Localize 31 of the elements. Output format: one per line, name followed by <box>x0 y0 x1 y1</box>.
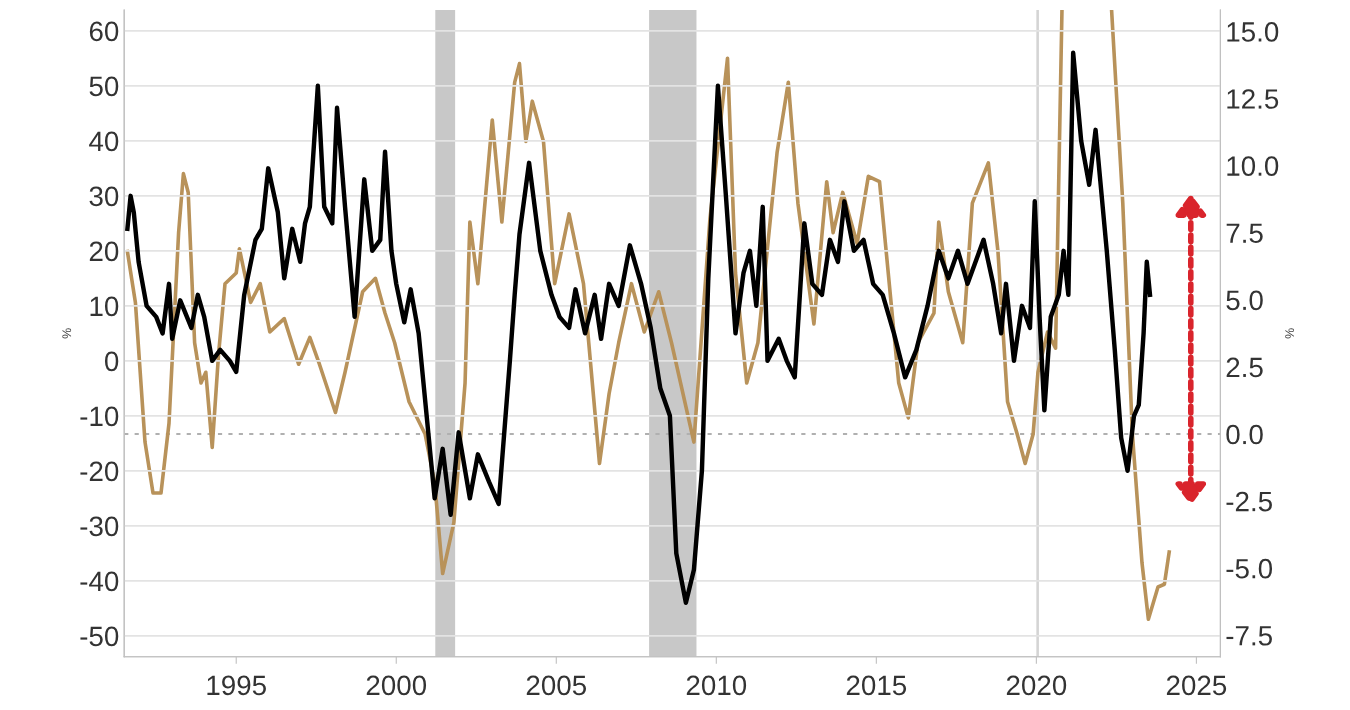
y-tick-label: -40 <box>80 571 119 592</box>
y-tick-label: 30 <box>89 186 119 207</box>
y-tick-label: 50 <box>89 76 119 97</box>
y-tick-label: 10 <box>90 296 119 317</box>
y-tick-label: 0 <box>104 351 119 372</box>
y2-tick-label: 0.0 <box>1226 424 1263 445</box>
x-tick-label: 2010 <box>686 675 747 696</box>
y2-tick-label: -2.5 <box>1226 491 1272 512</box>
y-axis-title: % <box>62 328 72 339</box>
y-tick-label: -30 <box>80 516 119 537</box>
y-tick-label: 60 <box>89 21 119 42</box>
y2-tick-label: -5.0 <box>1226 558 1273 579</box>
y2-tick-label: 15.0 <box>1227 22 1279 42</box>
y-tick-label: -20 <box>80 461 119 482</box>
y2-tick-label: 7.5 <box>1226 223 1263 244</box>
x-tick-label: 2005 <box>526 675 587 696</box>
y2-tick-label: -7.5 <box>1226 626 1272 646</box>
x-tick-label: 1995 <box>207 675 266 696</box>
y-tick-label: -50 <box>80 626 119 647</box>
y2-axis-title: % <box>1285 328 1295 339</box>
y-tick-label: 20 <box>89 241 119 262</box>
y2-tick-label: 5.0 <box>1226 290 1263 311</box>
y-tick-label: 40 <box>89 131 119 152</box>
y2-tick-label: 12.5 <box>1227 89 1279 109</box>
y2-tick-label: 2.5 <box>1226 357 1263 378</box>
x-tick-label: 2020 <box>1006 675 1067 696</box>
x-tick-label: 2000 <box>366 675 427 696</box>
y2-tick-label: 10.0 <box>1227 156 1279 176</box>
x-tick-label: 2015 <box>846 675 907 696</box>
y-tick-label: -10 <box>80 406 119 427</box>
x-tick-label: 2025 <box>1166 675 1227 696</box>
